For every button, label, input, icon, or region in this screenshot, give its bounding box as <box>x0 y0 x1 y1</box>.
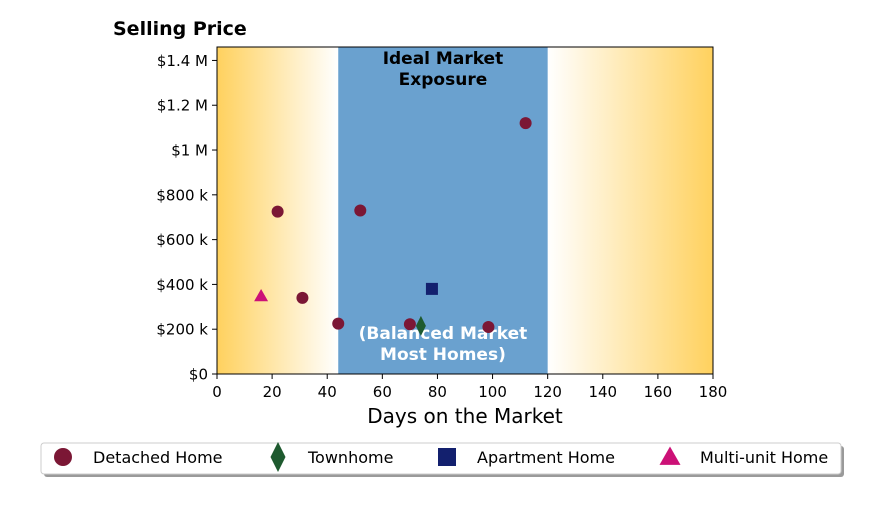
data-point-detached-home <box>271 205 284 218</box>
legend-label: Townhome <box>307 448 393 467</box>
x-axis: 0 20 40 60 80 100 120 140 160 180 <box>212 374 727 401</box>
x-tick-label: 80 <box>428 383 447 401</box>
data-point-detached-home <box>354 204 367 217</box>
y-tick-label: $0 <box>189 366 208 384</box>
data-point-detached-home <box>403 318 416 331</box>
y-tick-label: $1.2 M <box>157 97 208 115</box>
legend-label: Multi-unit Home <box>700 448 828 467</box>
band-label-bottom: Most Homes) <box>380 345 506 365</box>
data-points <box>254 117 532 336</box>
y-tick-label: $400 k <box>156 276 208 294</box>
legend-label: Apartment Home <box>477 448 615 467</box>
x-tick-label: 140 <box>588 383 617 401</box>
y-tick-label: $200 k <box>156 321 208 339</box>
legend-marker-apartment-home <box>438 448 456 466</box>
x-tick-label: 160 <box>644 383 673 401</box>
right-gradient-region <box>547 47 713 374</box>
x-tick-label: 40 <box>318 383 337 401</box>
band-label-top: Ideal Market <box>383 49 504 69</box>
chart-title: Selling Price <box>113 18 247 40</box>
data-point-multi-unit-home <box>254 289 269 302</box>
plot-frame <box>216 46 714 375</box>
legend-marker-townhome <box>270 442 286 472</box>
data-point-detached-home <box>332 317 345 330</box>
band-label-bottom: (Balanced Market <box>359 324 528 344</box>
y-tick-label: $600 k <box>156 231 208 249</box>
x-tick-label: 180 <box>699 383 728 401</box>
legend-marker-multi-unit-home <box>659 446 681 465</box>
x-axis-label: Days on the Market <box>367 404 563 428</box>
data-point-detached-home <box>519 117 532 130</box>
band-label-top: Exposure <box>399 70 488 90</box>
x-tick-label: 100 <box>478 383 507 401</box>
data-point-detached-home <box>296 291 309 304</box>
data-point-townhome <box>415 315 426 336</box>
data-point-apartment-home <box>425 282 438 295</box>
data-point-detached-home <box>482 320 495 333</box>
plot-background <box>217 47 713 374</box>
legend-marker-detached-home <box>54 448 72 466</box>
legend: Detached Home Townhome Apartment Home Multi… <box>40 442 844 477</box>
x-tick-label: 60 <box>373 383 392 401</box>
legend-label: Detached Home <box>93 448 223 467</box>
ideal-market-band <box>338 47 548 374</box>
y-tick-label: $1.4 M <box>157 52 208 70</box>
x-tick-label: 120 <box>533 383 562 401</box>
x-tick-label: 0 <box>212 383 222 401</box>
y-tick-label: $800 k <box>156 186 208 204</box>
y-tick-label: $1 M <box>171 142 208 160</box>
x-tick-label: 20 <box>263 383 282 401</box>
y-axis: $0 $200 k $400 k $600 k $800 k $1 M $1.2 M $1.4… <box>156 52 217 384</box>
